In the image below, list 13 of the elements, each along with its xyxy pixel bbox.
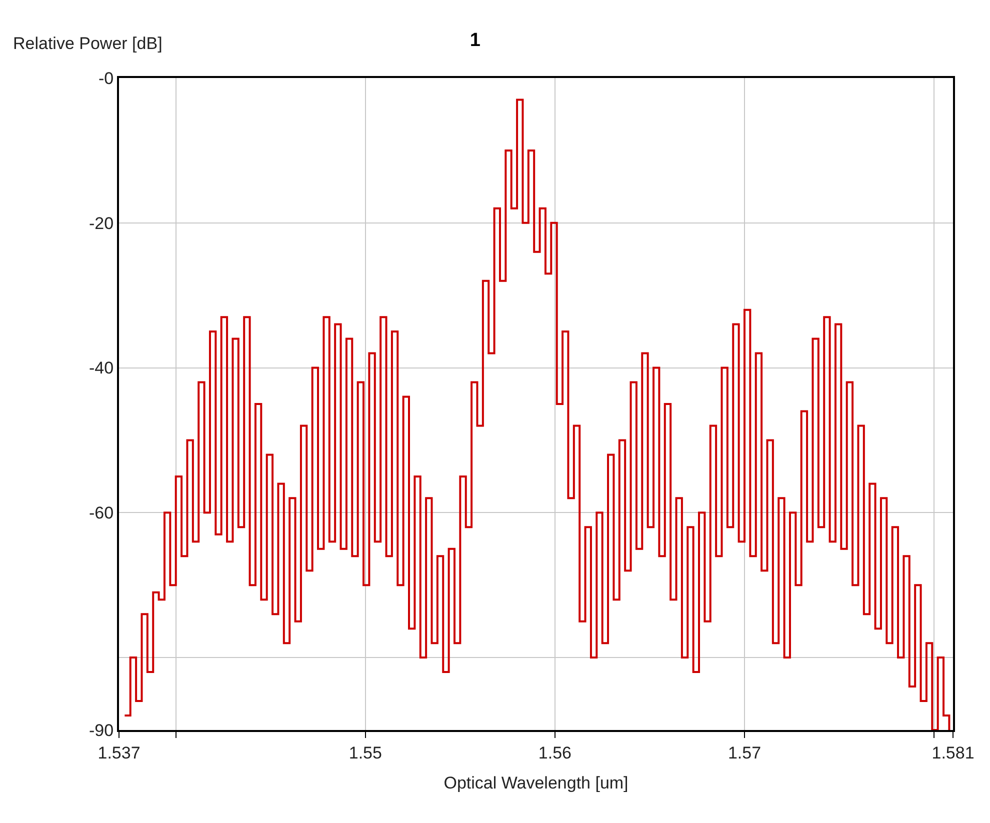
x-tick-label: 1.581 <box>932 743 974 762</box>
x-tick-label: 1.537 <box>98 743 140 762</box>
y-tick-label: -90 <box>89 720 114 740</box>
y-tick-label: -60 <box>89 504 114 523</box>
chart-title: 1 <box>470 30 481 52</box>
x-axis-title: Optical Wavelength [um] <box>444 773 628 792</box>
y-tick-label: -20 <box>89 214 114 233</box>
y-tick-label: -40 <box>89 358 114 378</box>
x-tick-label: 1.57 <box>728 743 762 762</box>
x-tick-label: 1.55 <box>348 743 382 762</box>
y-axis-title: Relative Power [dB] <box>13 34 162 53</box>
y-tick-label: -0 <box>98 68 114 88</box>
x-tick-label: 1.56 <box>538 743 572 762</box>
